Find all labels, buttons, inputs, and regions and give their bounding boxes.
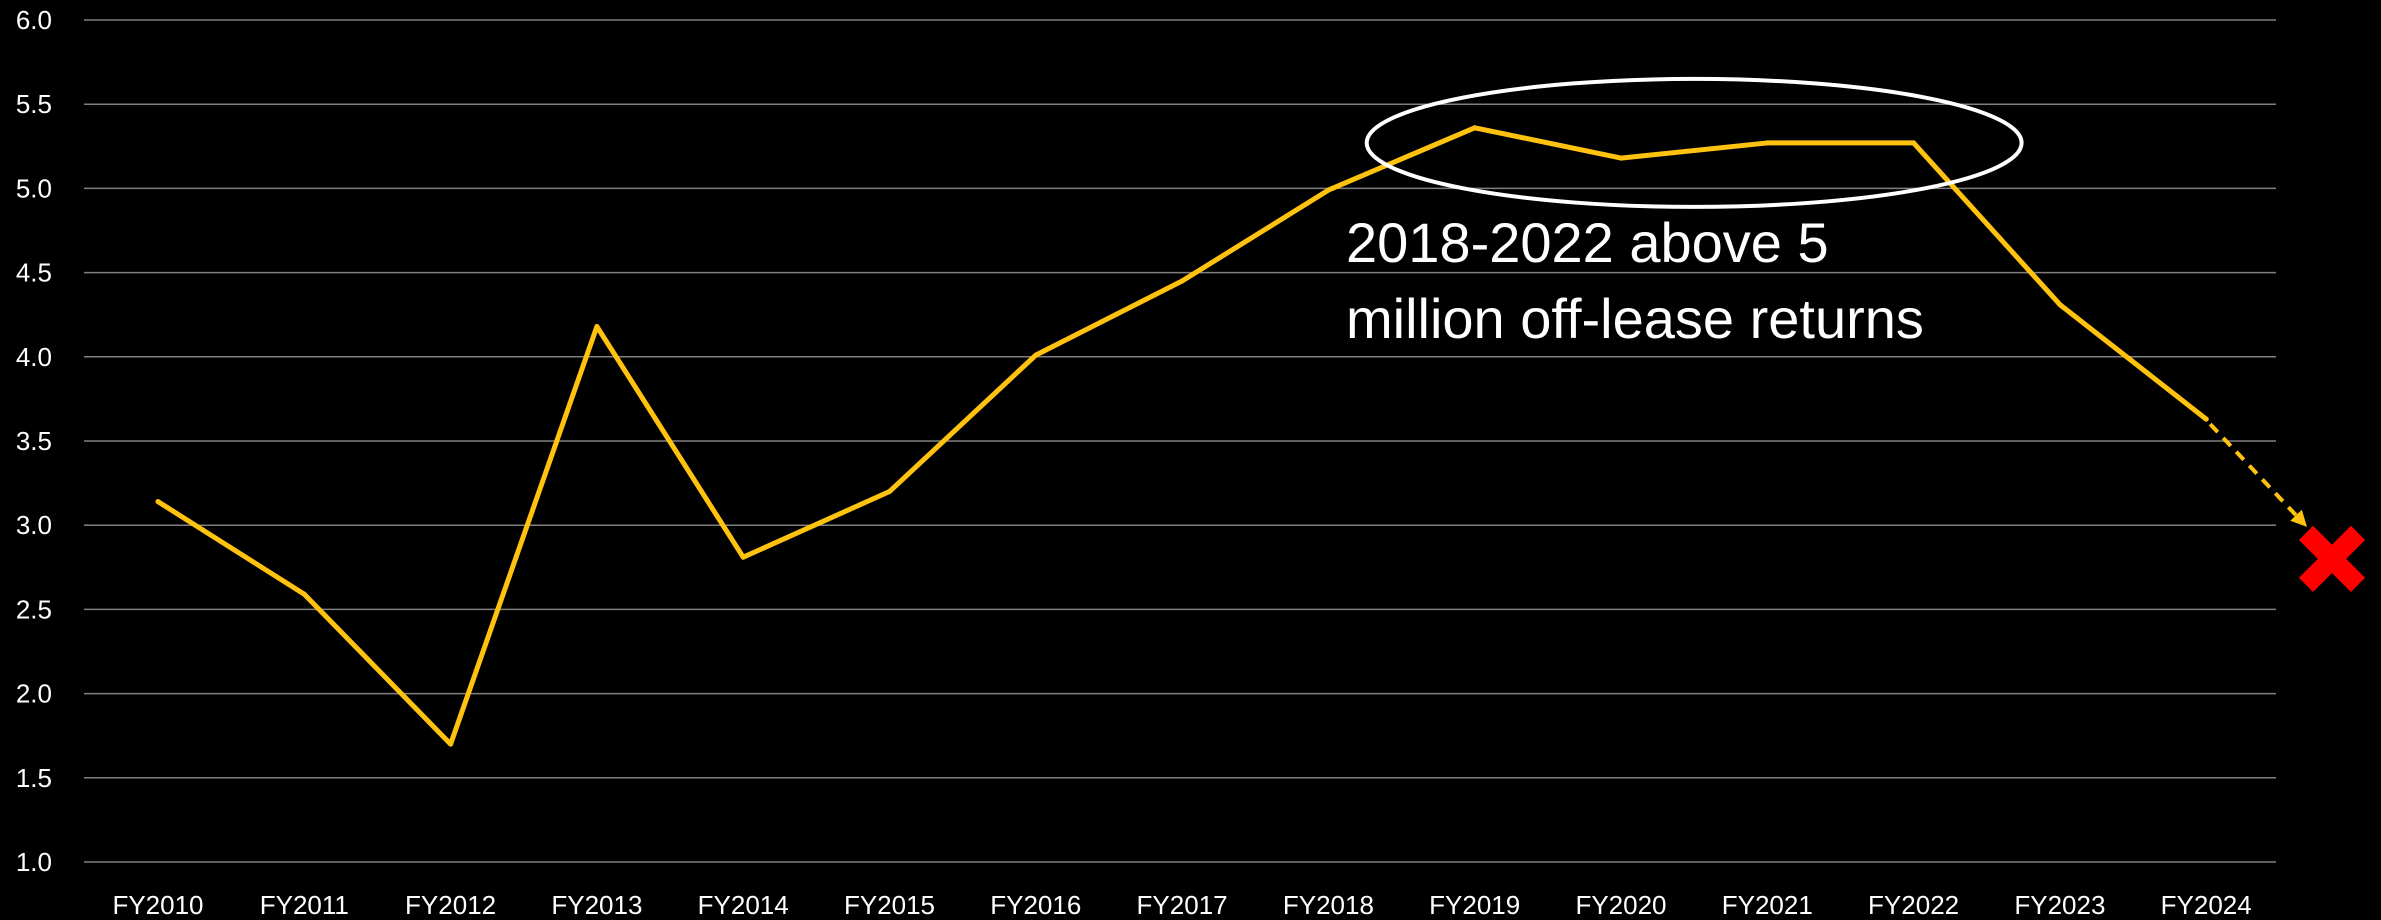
x-tick-label: FY2019 (1429, 890, 1520, 920)
projection-layer (2208, 422, 2366, 592)
data-point (2203, 416, 2209, 422)
annotation-layer: 2018-2022 above 5 million off-lease retu… (1346, 76, 2024, 350)
y-tick-label: 6.0 (16, 5, 52, 35)
x-axis-tick-labels: FY2010 FY2011 FY2012 FY2013 FY2014 FY2015 FY20… (112, 890, 2251, 920)
x-mark-icon (2298, 525, 2366, 592)
x-tick-label: FY2015 (844, 890, 935, 920)
data-point (155, 499, 161, 505)
annotation-line-2: million off-lease returns (1346, 287, 1924, 350)
x-tick-label: FY2018 (1283, 890, 1374, 920)
projection-arrow-line (2208, 422, 2298, 517)
gridlines (84, 19, 2276, 863)
y-tick-label: 5.5 (16, 89, 52, 119)
x-tick-label: FY2016 (990, 890, 1081, 920)
x-tick-label: FY2024 (2161, 890, 2252, 920)
y-tick-label: 3.0 (16, 510, 52, 540)
y-tick-label: 4.5 (16, 258, 52, 288)
x-mark-stroke (2298, 525, 2366, 592)
annotation-line-1: 2018-2022 above 5 (1346, 211, 1829, 274)
x-tick-label: FY2011 (260, 890, 349, 920)
y-tick-label: 1.0 (16, 847, 52, 877)
x-tick-label: FY2022 (1868, 890, 1959, 920)
y-tick-label: 5.0 (16, 173, 52, 203)
y-tick-label: 2.0 (16, 679, 52, 709)
x-tick-label: FY2013 (551, 890, 642, 920)
y-tick-label: 3.5 (16, 426, 52, 456)
y-tick-label: 2.5 (16, 594, 52, 624)
series-line (155, 125, 2209, 747)
x-tick-label: FY2010 (112, 890, 203, 920)
data-point (1472, 125, 1478, 131)
data-point (1033, 352, 1039, 358)
data-point (1618, 155, 1624, 161)
data-point (1911, 140, 1917, 146)
y-axis-tick-labels: 1.0 1.5 2.0 2.5 3.0 3.5 4.0 4.5 5.0 5.5 6.0 (16, 5, 52, 877)
data-point (2057, 302, 2063, 308)
x-tick-label: FY2017 (1137, 890, 1228, 920)
data-point (1179, 278, 1185, 284)
y-tick-label: 1.5 (16, 763, 52, 793)
data-point (887, 489, 892, 495)
x-tick-label: FY2014 (698, 890, 789, 920)
x-tick-label: FY2023 (2014, 890, 2105, 920)
x-tick-label: FY2012 (405, 890, 496, 920)
data-point (594, 323, 600, 329)
data-point (1764, 140, 1770, 146)
x-tick-label: FY2021 (1722, 890, 1813, 920)
series-layer (155, 125, 2209, 747)
data-point (1325, 187, 1331, 193)
data-point (740, 554, 746, 560)
annotation-text: 2018-2022 above 5 million off-lease retu… (1346, 211, 1924, 350)
x-tick-label: FY2020 (1575, 890, 1666, 920)
y-tick-label: 4.0 (16, 342, 52, 372)
data-point (301, 591, 307, 597)
highlight-ellipse (1364, 76, 2024, 209)
data-point (448, 741, 454, 747)
projection-arrowhead (2290, 509, 2307, 527)
